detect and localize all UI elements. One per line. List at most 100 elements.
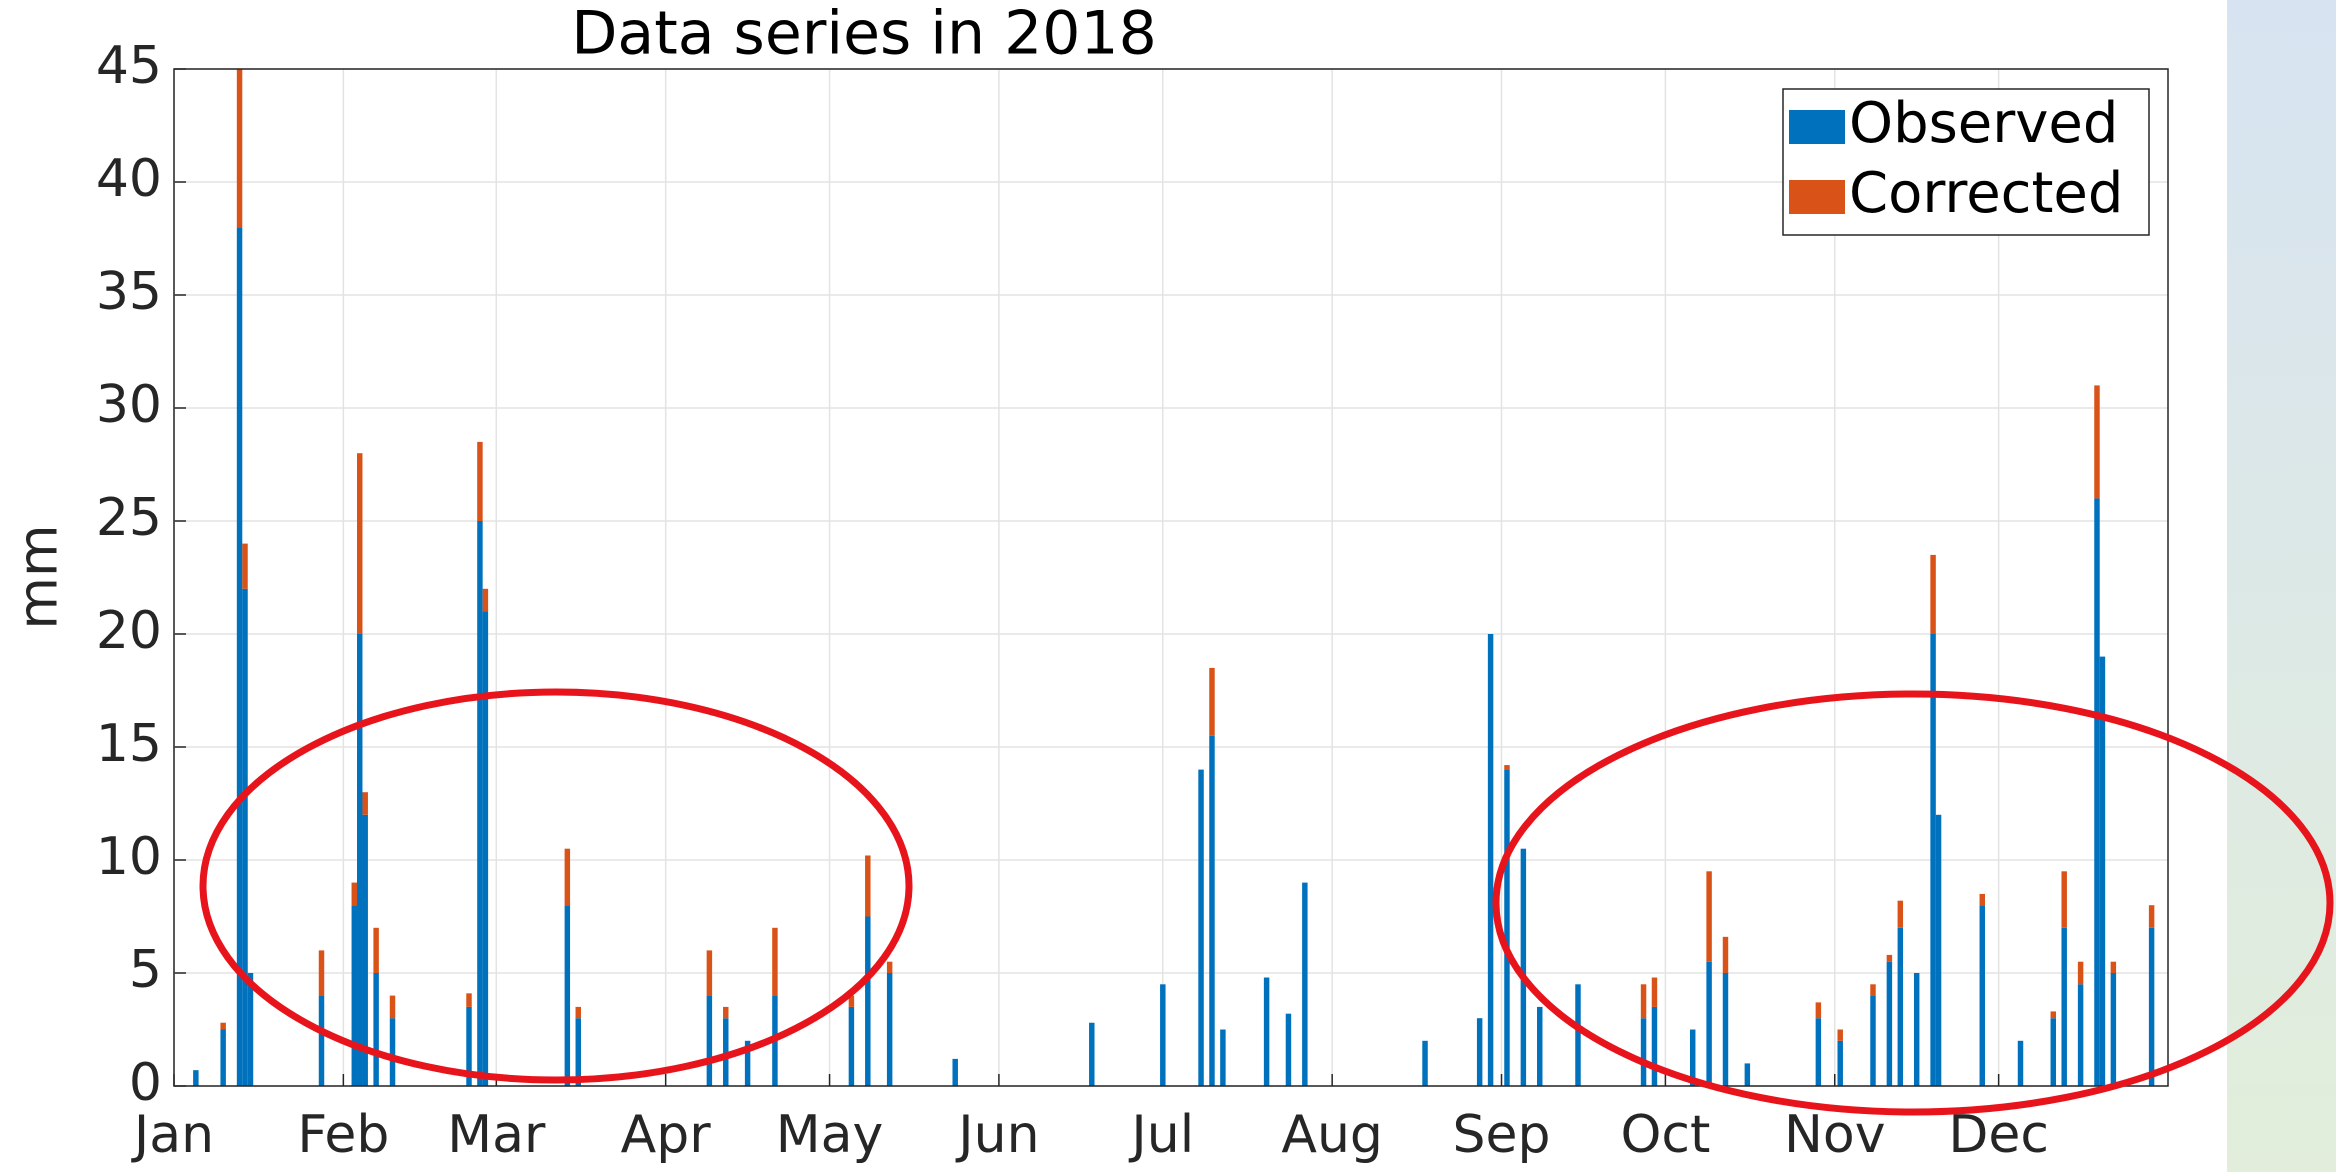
x-tick-label: Dec [1948,1105,2049,1165]
bar-segment [1209,667,1215,736]
bar-segment [2050,1018,2057,1086]
bar-segment [865,855,871,917]
bar-segment [357,634,363,1086]
bar-segment [706,995,713,1086]
bar-segment [1815,1018,1822,1086]
legend-label: Corrected [1849,161,2123,226]
y-tick-label: 20 [96,601,162,661]
bar-segment [389,995,396,1019]
bar-segment [1897,900,1904,928]
side-panel [2227,0,2336,1172]
x-tick-label: Aug [1281,1105,1383,1165]
highlight-ellipse [199,688,913,1084]
bar-segment [482,611,489,1086]
bar-segment [723,1018,729,1086]
bar-segment [1651,1006,1658,1086]
bar-segment [1209,735,1215,1086]
bar-segment [1979,905,1985,1086]
bar-segment [1198,769,1204,1086]
y-tick-label: 30 [96,375,162,435]
bar-segment [1089,1022,1095,1086]
y-tick-label: 35 [96,262,162,322]
bar-segment [1160,984,1166,1086]
bar-segment [247,973,254,1086]
bar-segment [1302,882,1308,1086]
bar-segment [2094,385,2100,499]
bar-segment [1689,1029,1696,1086]
bar-segment [1422,1040,1428,1086]
bar-segment [1886,954,1893,962]
bar-segment [1504,769,1510,1086]
bar-segment [466,993,472,1007]
bar-segment [564,905,571,1086]
bar-segment [1722,936,1729,973]
x-tick-label: Jun [955,1105,1039,1165]
bar-segment [318,995,325,1086]
bar-segment [373,927,379,973]
legend-swatch [1789,110,1845,144]
x-tick-label: Apr [621,1105,712,1165]
x-tick-label: Mar [447,1105,546,1165]
bar-segment [575,1006,581,1019]
y-tick-label: 15 [96,714,162,774]
bar-segment [1870,995,1876,1086]
x-tick-label: May [776,1105,884,1165]
bar-segment [220,1022,226,1030]
bar-segment [1640,984,1647,1019]
bar-segment [242,543,248,589]
bar-segment [1886,961,1893,1086]
bar-segment [1722,973,1729,1086]
bar-segment [1744,1063,1751,1086]
bar-segment [1913,973,1920,1086]
x-tick-label: Sep [1453,1105,1551,1165]
highlight-ellipse [1492,690,2334,1116]
legend-swatch [1789,180,1845,214]
bar-segment [706,950,713,996]
x-tick-label: Feb [297,1105,389,1165]
bar-segment [886,973,893,1086]
bar-segment [1706,871,1712,962]
bar-segment [373,973,379,1086]
bar-segment [193,1070,199,1086]
x-tick-label: Jul [1128,1105,1194,1165]
bar-segment [848,1006,855,1086]
bar-segment [362,814,368,1086]
bar-segment [2148,927,2155,1086]
y-tick-label: 0 [129,1053,162,1113]
bar-segment [1897,927,1904,1086]
bar-segment [1487,634,1494,1086]
bar-segment [952,1058,958,1086]
bar-segment [848,995,855,1007]
bar-segment [2148,905,2155,928]
x-tick-label: Jan [131,1105,214,1165]
bar-segment [1537,1006,1543,1086]
bar-segment [482,588,489,612]
bar-segment [1979,893,1985,906]
bar-segment [351,882,358,906]
bar-segment [2017,1040,2024,1086]
bar-segment [220,1029,226,1086]
bar-segment [1520,848,1527,1086]
legend-label: Observed [1849,91,2118,156]
y-tick-label: 45 [96,36,162,96]
bar-segment [1930,554,1936,634]
bar-segment [1476,1018,1483,1086]
bar-segment [236,227,243,1086]
bar-segment [1220,1029,1226,1086]
bar-segment [357,453,363,634]
bar-segment [2094,498,2100,1086]
bar-segment [865,916,871,1086]
bar-segment [2077,984,2084,1086]
bar-segment [744,1040,751,1086]
bar-segment [236,69,243,228]
bar-segment [351,905,358,1086]
bar-segment [318,950,325,996]
bar-segment [362,792,368,815]
bar-segment [1575,984,1581,1086]
bar-segment [564,848,571,906]
bar-segment [389,1018,396,1086]
y-tick-label: 25 [96,488,162,548]
bar-segment [477,441,483,521]
bar-segment [2099,656,2106,1086]
